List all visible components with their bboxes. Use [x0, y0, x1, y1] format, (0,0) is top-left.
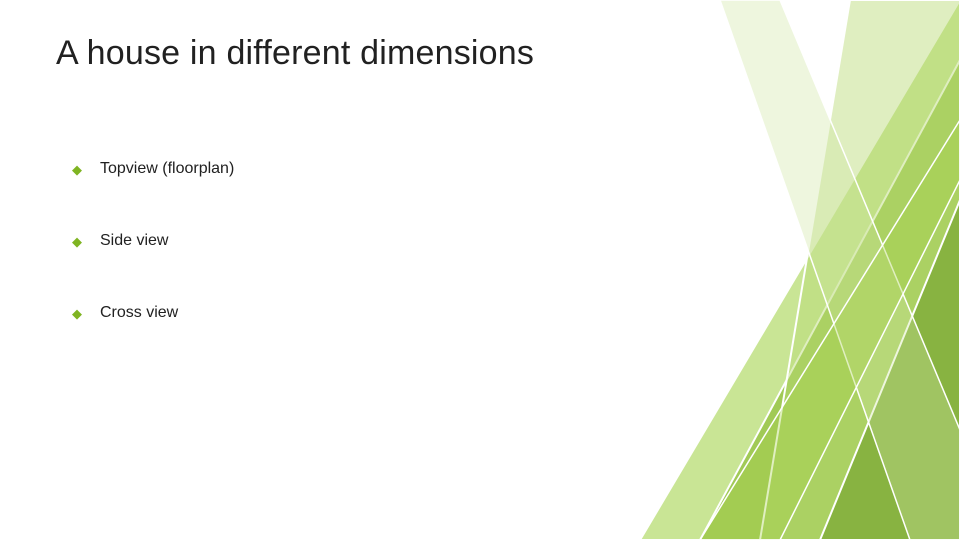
bullet-text: Side view [100, 232, 168, 250]
decor-shape [700, 120, 960, 540]
list-item: ◆ Side view [72, 232, 234, 250]
slide-title: A house in different dimensions [56, 34, 534, 73]
bullet-marker-icon: ◆ [72, 235, 82, 248]
bullet-text: Topview (floorplan) [100, 160, 234, 178]
decor-shape [700, 60, 960, 540]
bullet-marker-icon: ◆ [72, 307, 82, 320]
decor-shape [640, 0, 960, 540]
bullet-list: ◆ Topview (floorplan) ◆ Side view ◆ Cros… [72, 160, 234, 376]
decor-shape [760, 0, 960, 540]
list-item: ◆ Topview (floorplan) [72, 160, 234, 178]
slide: A house in different dimensions ◆ Topvie… [0, 0, 960, 540]
bullet-marker-icon: ◆ [72, 163, 82, 176]
bullet-text: Cross view [100, 304, 178, 322]
list-item: ◆ Cross view [72, 304, 234, 322]
decor-shape [720, 0, 960, 540]
decor-shape [820, 200, 960, 540]
